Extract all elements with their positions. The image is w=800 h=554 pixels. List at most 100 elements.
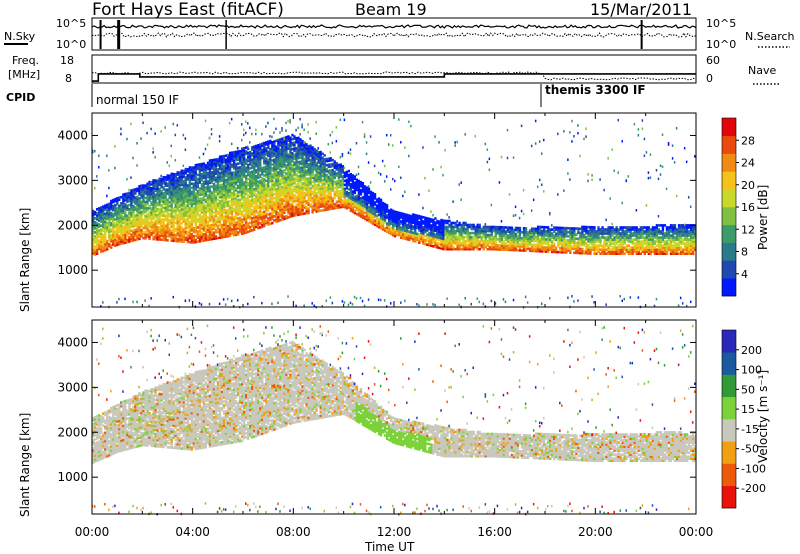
echo-cell bbox=[218, 222, 222, 225]
echo-cell bbox=[365, 218, 369, 222]
echo-cell bbox=[476, 297, 479, 300]
echo-cell bbox=[255, 193, 258, 196]
echo-cell bbox=[216, 192, 220, 195]
echo-cell bbox=[186, 204, 189, 207]
echo-cell bbox=[216, 194, 220, 197]
echo-cell bbox=[269, 153, 272, 157]
echo-cell bbox=[271, 185, 274, 188]
echo-cell bbox=[251, 152, 254, 155]
echo-cell bbox=[299, 204, 302, 208]
echo-cell bbox=[275, 155, 278, 159]
echo-cell bbox=[404, 219, 407, 222]
echo-cell bbox=[150, 219, 153, 222]
echo-cell bbox=[319, 205, 322, 208]
echo-cell bbox=[454, 233, 457, 237]
echo-cell bbox=[357, 183, 361, 187]
echo-cell bbox=[232, 151, 236, 154]
echo-cell bbox=[313, 204, 316, 207]
echo-cell bbox=[172, 207, 175, 210]
echo-cell bbox=[432, 238, 435, 242]
echo-cell bbox=[347, 169, 350, 173]
echo-cell bbox=[329, 197, 332, 201]
echo-cell bbox=[299, 150, 302, 153]
echo-cell bbox=[162, 182, 165, 185]
echo-cell bbox=[206, 143, 209, 147]
echo-cell bbox=[218, 210, 222, 213]
echo-cell bbox=[285, 192, 288, 196]
echo-cell bbox=[373, 211, 377, 214]
echo-cell bbox=[208, 136, 211, 140]
echo-cell bbox=[343, 301, 346, 304]
echo-cell bbox=[134, 202, 137, 205]
echo-cell bbox=[261, 203, 264, 206]
echo-cell bbox=[303, 143, 306, 147]
echo-cell bbox=[275, 192, 278, 195]
echo-cell bbox=[456, 245, 459, 249]
echo-cell bbox=[176, 191, 179, 194]
echo-cell bbox=[279, 152, 282, 155]
echo-cell bbox=[234, 172, 238, 176]
echo-cell bbox=[422, 228, 425, 231]
echo-cell bbox=[291, 208, 294, 212]
echo-cell bbox=[402, 218, 405, 222]
echo-cell bbox=[172, 178, 175, 182]
echo-cell bbox=[240, 173, 244, 177]
echo-cell bbox=[230, 179, 234, 183]
echo-cell bbox=[385, 175, 388, 178]
echo-cell bbox=[273, 182, 276, 186]
echo-cell bbox=[98, 215, 101, 218]
echo-cell bbox=[285, 160, 288, 163]
echo-cell bbox=[297, 154, 300, 158]
echo-cell bbox=[289, 191, 292, 194]
echo-cell bbox=[361, 210, 365, 213]
echo-cell bbox=[367, 187, 371, 191]
echo-cell bbox=[204, 188, 208, 191]
echo-cell bbox=[377, 219, 381, 223]
echo-cell bbox=[289, 160, 292, 164]
echo-cell bbox=[383, 164, 386, 168]
echo-cell bbox=[263, 145, 266, 149]
echo-cell bbox=[110, 213, 113, 217]
echo-cell bbox=[285, 121, 287, 125]
echo-cell bbox=[140, 137, 142, 140]
echo-cell bbox=[325, 186, 328, 189]
echo-cell bbox=[204, 212, 208, 216]
echo-cell bbox=[210, 179, 214, 182]
echo-cell bbox=[367, 189, 371, 193]
echo-cell bbox=[188, 210, 191, 214]
echo-cell bbox=[257, 162, 260, 165]
echo-cell bbox=[222, 179, 226, 182]
echo-cell bbox=[261, 193, 264, 196]
echo-cell bbox=[283, 207, 286, 210]
echo-cell bbox=[257, 196, 260, 200]
echo-cell bbox=[216, 174, 220, 177]
echo-cell bbox=[198, 221, 202, 225]
echo-cell bbox=[172, 184, 175, 188]
echo-cell bbox=[404, 225, 407, 228]
echo-cell bbox=[373, 201, 377, 204]
echo-cell bbox=[188, 190, 191, 193]
echo-cell bbox=[285, 198, 288, 202]
echo-cell bbox=[176, 225, 179, 229]
echo-cell bbox=[234, 154, 238, 158]
echo-cell bbox=[104, 220, 107, 224]
echo-cell bbox=[289, 136, 292, 140]
echo-cell bbox=[327, 185, 330, 189]
echo-cell bbox=[210, 213, 214, 217]
echo-cell bbox=[313, 178, 316, 181]
echo-cell bbox=[482, 302, 485, 306]
echo-cell bbox=[291, 174, 294, 177]
echo-cell bbox=[295, 153, 298, 156]
echo-cell bbox=[349, 207, 353, 210]
echo-cell bbox=[156, 225, 159, 229]
echo-cell bbox=[325, 163, 328, 167]
echo-cell bbox=[287, 143, 290, 146]
echo-cell bbox=[355, 196, 359, 200]
echo-cell bbox=[351, 206, 355, 210]
echo-cell bbox=[180, 197, 183, 201]
echo-cell bbox=[337, 167, 340, 171]
echo-cell bbox=[194, 180, 197, 183]
echo-cell bbox=[436, 233, 439, 237]
echo-cell bbox=[299, 202, 302, 206]
echo-cell bbox=[305, 169, 308, 173]
